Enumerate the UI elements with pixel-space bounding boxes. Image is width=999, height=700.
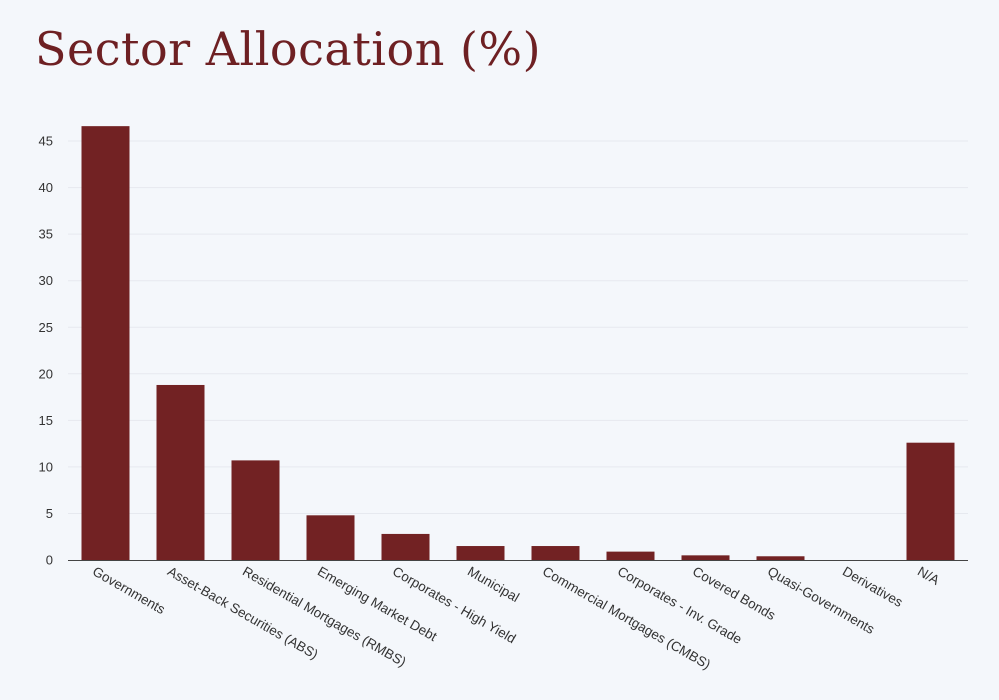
y-tick-label: 35	[39, 227, 53, 242]
bar	[456, 546, 505, 560]
y-tick-label: 25	[39, 320, 53, 335]
bar	[756, 556, 805, 560]
x-tick-label: Derivatives	[840, 564, 906, 610]
bar	[906, 442, 955, 560]
y-tick-label: 20	[39, 366, 53, 381]
bar	[231, 460, 280, 560]
x-tick-label: Municipal	[465, 564, 522, 606]
y-tick-labels: 0 5 10 15 20 25 30 35 40 45	[39, 134, 53, 568]
bar	[681, 555, 730, 560]
y-tick-label: 30	[39, 273, 53, 288]
bar	[306, 515, 355, 560]
bars	[81, 126, 955, 561]
bar	[156, 384, 205, 560]
bar	[81, 126, 130, 561]
bar	[381, 533, 430, 560]
bar	[531, 546, 580, 560]
y-tick-label: 5	[46, 506, 53, 521]
chart-title: Sector Allocation (%)	[35, 22, 542, 76]
x-tick-label: Governments	[90, 564, 168, 618]
x-tick-label: Corporates - Inv. Grade	[615, 564, 744, 647]
y-tick-label: 0	[46, 553, 53, 568]
y-tick-label: 10	[39, 459, 53, 474]
x-tick-label: Corporates - High Yield	[390, 564, 518, 647]
x-tick-label: Asset-Back Securities (ABS)	[165, 564, 321, 663]
x-tick-label: N/A	[915, 564, 942, 588]
grid-lines	[68, 140, 968, 514]
bar	[606, 551, 655, 560]
y-tick-label: 45	[39, 134, 53, 149]
y-tick-label: 40	[39, 180, 53, 195]
x-tick-label: Emerging Market Debt	[315, 564, 440, 645]
y-tick-label: 15	[39, 413, 53, 428]
